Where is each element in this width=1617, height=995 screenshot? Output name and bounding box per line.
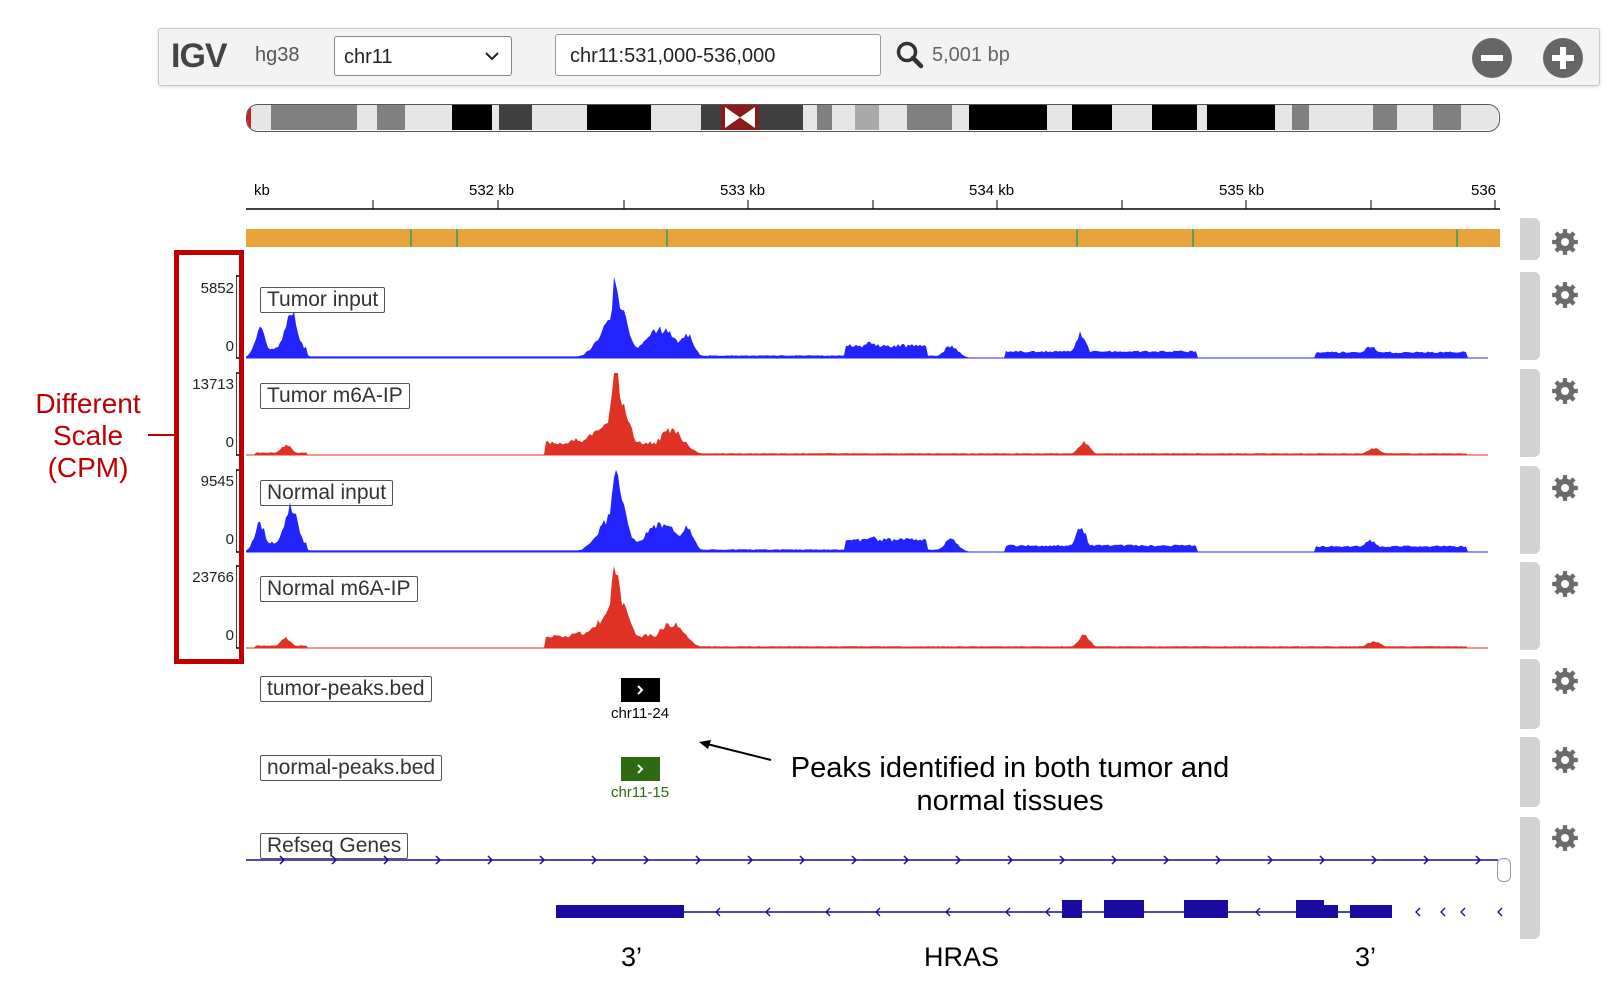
scrollbar[interactable] [1497,858,1511,882]
gear-icon[interactable] [1551,667,1579,700]
track-handle[interactable] [1520,659,1540,729]
gear-icon[interactable] [1551,281,1579,314]
wig-tracks: 5852 0 Tumor input 13713 0 Tumor m6A-IP … [170,272,1510,644]
gene-end-label: 3’ [621,942,643,972]
track-name[interactable]: Normal input [260,480,394,506]
ruler-label: 534 kb [969,182,1015,199]
ruler-label: 532 kb [469,182,515,199]
track-max: 13713 [192,376,234,393]
search-icon[interactable] [895,40,925,75]
track-max: 5852 [200,280,234,297]
coverage-plots[interactable] [236,270,1502,655]
ruler-label: 536 [1471,182,1497,199]
track-min: 0 [225,627,234,644]
zoom-out-icon[interactable] [1471,37,1513,84]
refseq-track-name[interactable]: Refseq Genes [260,833,409,859]
peak-feature[interactable] [621,757,660,781]
ruler-label: kb [254,182,270,199]
bed-track-name[interactable]: normal-peaks.bed [260,755,443,781]
strand-arrow-icon [637,685,644,695]
sequence-track [246,229,1500,247]
track-handle[interactable] [1520,737,1540,807]
chromosome-ideogram[interactable] [246,104,1500,132]
annotation-connector [148,434,176,436]
track-handle[interactable] [1520,562,1540,650]
chromosome-value: chr11 [344,46,393,68]
annotation-arrow [699,740,772,761]
gear-icon[interactable] [1551,570,1579,603]
track-min: 0 [225,531,234,548]
gear-icon[interactable] [1551,824,1579,857]
track-handle[interactable] [1520,272,1540,360]
ruler [246,200,1500,210]
gene-name-label: HRAS [924,942,1000,972]
peak-feature[interactable] [621,678,660,702]
track-handle[interactable] [1520,369,1540,457]
ruler-label: 535 kb [1219,182,1265,199]
track-max: 23766 [192,569,234,586]
gear-icon[interactable] [1551,746,1579,779]
strand-arrow-icon [637,764,644,774]
track-handle[interactable] [1520,466,1540,554]
chevron-down-icon [483,46,501,71]
refseq-gene-track[interactable] [246,848,1506,918]
track-name[interactable]: Normal m6A-IP [260,576,418,602]
window-size: 5,001 bp [932,44,1010,66]
gear-icon[interactable] [1551,474,1579,507]
scale-annotation: Different Scale (CPM) [35,388,141,483]
track-handle[interactable] [1520,218,1540,260]
chromosome-select[interactable]: chr11 [334,36,512,76]
peak-feature-label: chr11-24 [610,705,670,722]
track-name[interactable]: Tumor m6A-IP [260,383,410,409]
genome-label[interactable]: hg38 [255,44,300,66]
ruler-label: 533 kb [720,182,766,199]
locus-input[interactable]: chr11:531,000-536,000 [555,34,881,76]
track-handle[interactable] [1520,817,1540,939]
peaks-annotation: Peaks identified in both tumor and norma… [790,752,1230,817]
locus-value: chr11:531,000-536,000 [570,45,776,67]
track-min: 0 [225,338,234,355]
gene-end-label: 3’ [1355,942,1377,972]
zoom-in-icon[interactable] [1542,37,1584,84]
igv-logo: IGV [171,37,228,75]
gear-icon[interactable] [1551,377,1579,410]
igv-navbar: IGV hg38 chr11 chr11:531,000-536,000 5,0… [158,28,1600,86]
bed-track-name[interactable]: tumor-peaks.bed [260,676,432,702]
track-min: 0 [225,434,234,451]
scale-highlight-box [174,250,244,664]
track-max: 9545 [200,473,234,490]
peak-feature-label: chr11-15 [610,784,670,801]
gear-icon[interactable] [1551,228,1579,261]
track-name[interactable]: Tumor input [260,287,386,313]
